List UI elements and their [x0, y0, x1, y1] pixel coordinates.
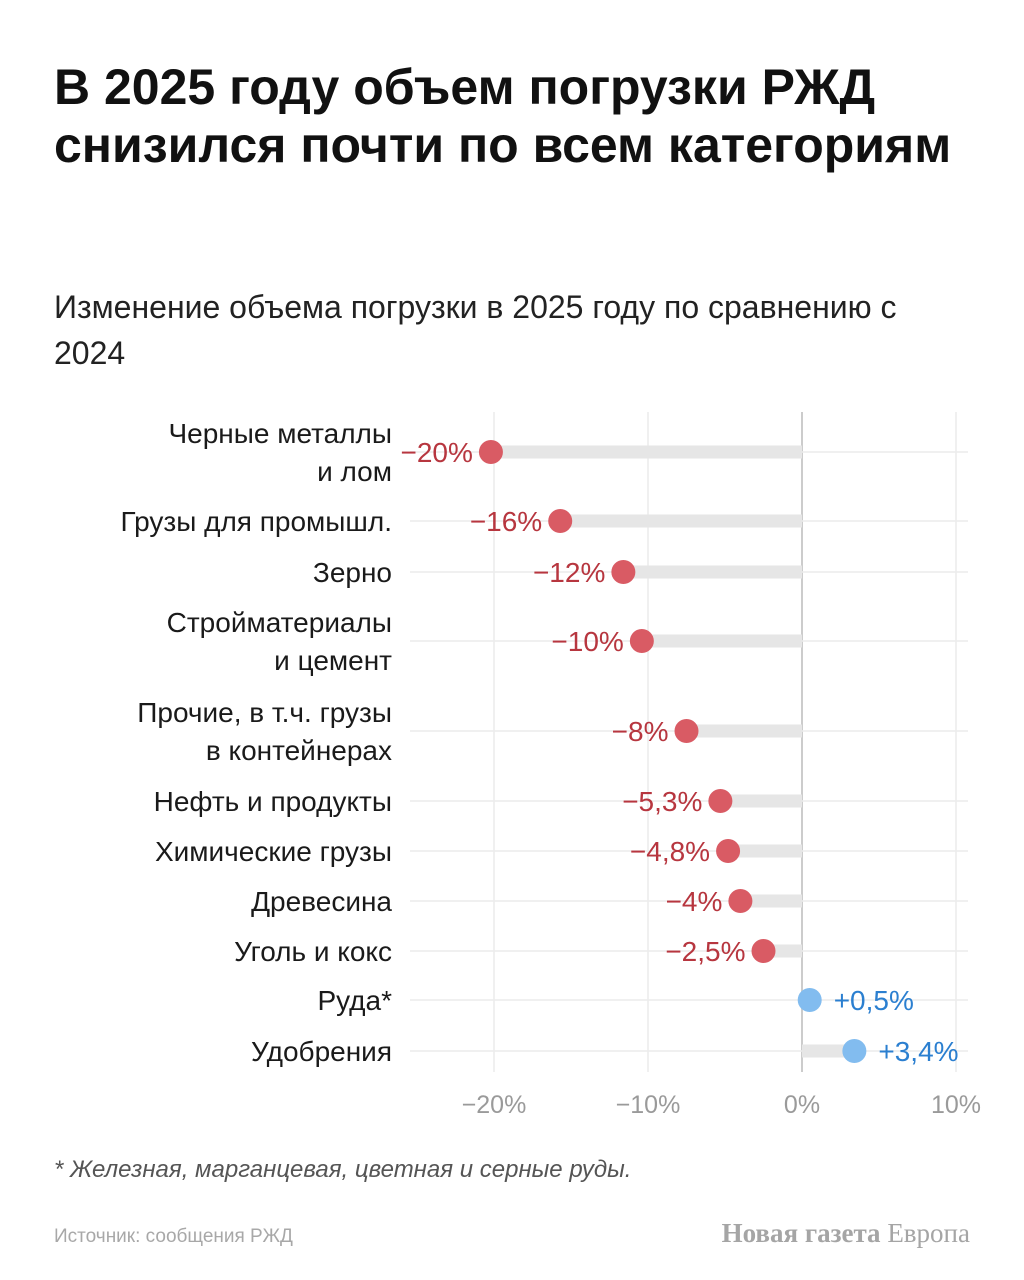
- category-label: Древесина: [251, 886, 392, 917]
- category-label: Грузы для промышл.: [121, 506, 392, 537]
- source-note: Источник: сообщения РЖД: [54, 1226, 293, 1247]
- category-label: Черные металлы и лом: [168, 418, 392, 487]
- data-point: [716, 839, 741, 863]
- brand-logo-regular: Европа: [880, 1218, 970, 1248]
- data-label: −4%: [666, 886, 723, 917]
- data-label: −5,3%: [622, 786, 702, 817]
- data-point: [708, 789, 733, 813]
- category-label: Руда*: [317, 985, 392, 1016]
- brand-logo-bold: Новая газета: [721, 1218, 881, 1248]
- data-point: [478, 440, 503, 464]
- data-label: −8%: [612, 716, 669, 747]
- data-label: +0,5%: [834, 985, 914, 1016]
- data-label: +3,4%: [878, 1036, 958, 1067]
- category-label: Прочие, в т.ч. грузы в контейнерах: [137, 697, 392, 766]
- category-label: Химические грузы: [155, 836, 392, 867]
- chart-title: В 2025 году объем погрузки РЖД снизился …: [54, 59, 952, 173]
- data-point: [797, 988, 822, 1012]
- footnote: * Железная, марганцевая, цветная и серны…: [54, 1156, 632, 1183]
- category-label: Зерно: [313, 557, 392, 588]
- data-label: −20%: [401, 437, 473, 468]
- data-label: −12%: [533, 557, 605, 588]
- data-label: −4,8%: [630, 836, 710, 867]
- brand-logo: Новая газета Европа: [722, 1218, 970, 1249]
- category-label: Нефть и продукты: [154, 786, 392, 817]
- data-label: −2,5%: [665, 936, 745, 967]
- data-point: [842, 1039, 867, 1063]
- category-label: Удобрения: [251, 1036, 392, 1067]
- x-tick-label: −10%: [616, 1091, 681, 1119]
- data-point: [629, 629, 654, 653]
- category-label: Уголь и кокс: [234, 936, 392, 967]
- data-point: [548, 509, 573, 533]
- data-point: [728, 889, 753, 913]
- data-point: [751, 939, 776, 963]
- x-tick-label: 10%: [931, 1091, 981, 1119]
- chart-subtitle: Изменение объема погрузки в 2025 году по…: [54, 289, 897, 371]
- data-label: −10%: [551, 626, 623, 657]
- data-point: [674, 719, 699, 743]
- data-point: [611, 560, 636, 584]
- x-tick-label: −20%: [462, 1091, 527, 1119]
- data-label: −16%: [470, 506, 542, 537]
- x-tick-label: 0%: [784, 1091, 820, 1119]
- category-label: Стройматериалы и цемент: [167, 607, 393, 676]
